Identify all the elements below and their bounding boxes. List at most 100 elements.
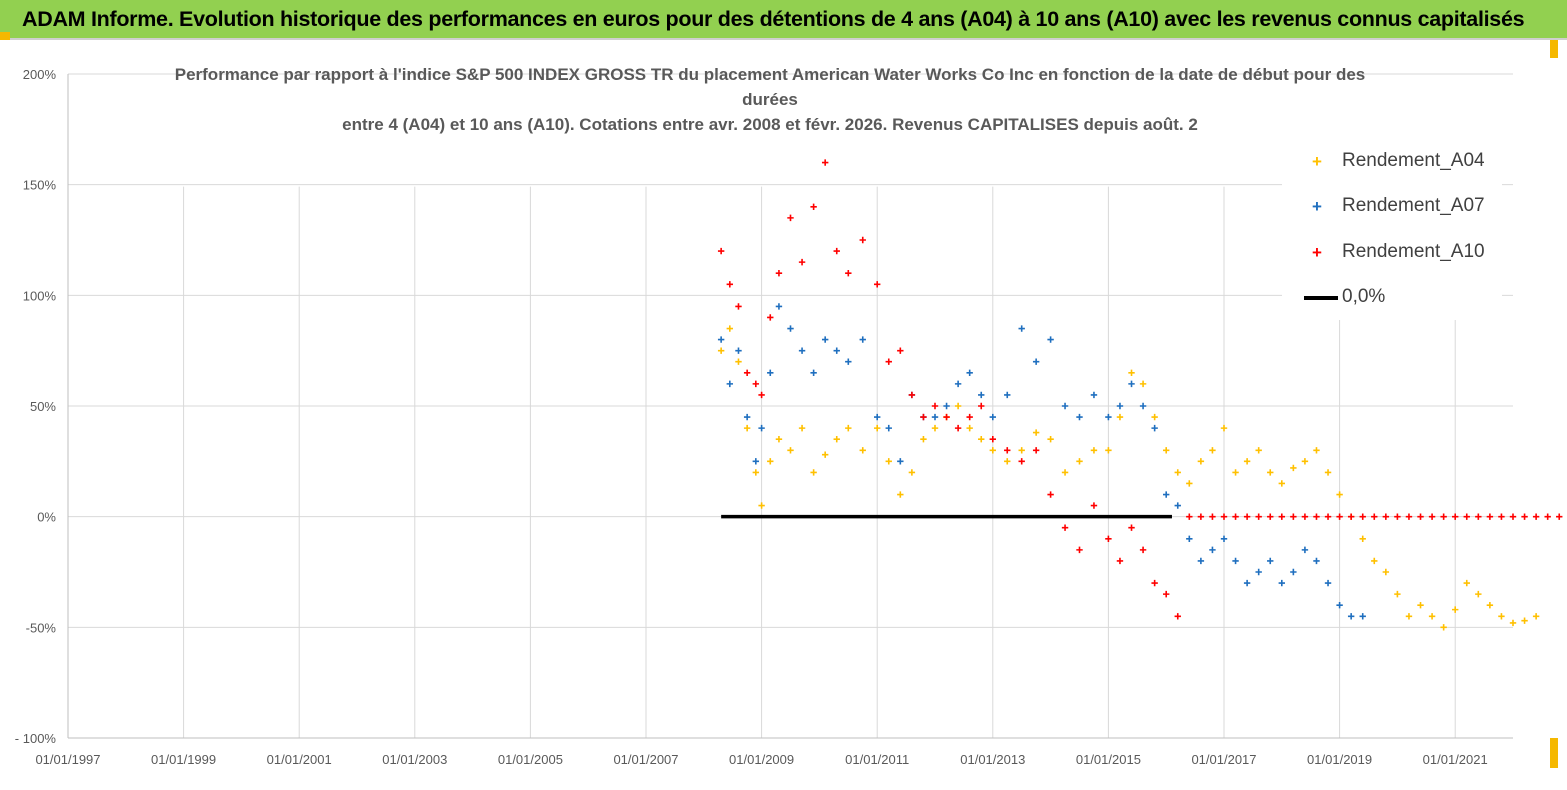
data-point [845,270,852,277]
data-point [989,436,996,443]
data-point [1428,513,1436,520]
data-point [1394,513,1401,520]
data-point [954,380,962,388]
data-point [821,159,829,166]
chart-title-line: durées [742,90,798,109]
data-point [775,270,783,277]
data-point [1232,557,1239,565]
data-point [1267,469,1274,476]
data-point [1463,579,1470,587]
legend-label: Rendement_A04 [1342,150,1485,171]
data-point [897,458,904,465]
data-point [1486,513,1494,520]
data-point [1076,546,1083,554]
data-point [1076,413,1083,421]
data-point [787,214,794,222]
data-point [758,424,765,432]
data-point [1209,546,1216,554]
data-point [1498,513,1505,520]
data-point [775,303,783,310]
data-point [920,436,927,443]
data-point [978,436,985,443]
data-point [1440,513,1447,520]
data-point [1197,458,1205,465]
data-point [954,424,962,432]
data-point [1313,557,1320,565]
data-point [1209,513,1216,520]
y-tick-label: - 100% [15,731,57,746]
x-tick-label: 01/01/2005 [498,752,563,767]
corner-mark-top-right [1550,40,1558,58]
plus-marker-icon: + [1312,152,1322,171]
data-point [859,236,866,244]
x-tick-label: 01/01/2015 [1076,752,1141,767]
data-point [717,247,725,255]
data-point [1151,424,1158,432]
data-point [1061,524,1069,531]
chart-area: 200% 150% 100% 50% 0% -50% - 100% 01/01/1997 01/… [0,42,1567,790]
data-point [1359,613,1366,620]
chart-title: Performance par rapport à l'indice S&P 5… [140,62,1400,137]
chart-legend: + Rendement_A04 + Rendement_A07 + Rendem… [1282,142,1502,320]
x-tick-label: 01/01/2021 [1423,752,1488,767]
legend-label: Rendement_A07 [1342,195,1485,216]
x-tick-label: 01/01/2019 [1307,752,1372,767]
data-point [1197,557,1205,565]
data-point [874,413,881,421]
data-point [954,402,962,410]
data-point [1463,513,1470,520]
data-point [717,347,725,354]
y-tick-label: 200% [23,67,57,82]
data-point [1018,458,1025,465]
data-point [1174,613,1181,620]
data-point [1359,513,1366,520]
data-point [1139,546,1147,554]
data-point [1267,513,1274,520]
data-point [908,391,916,399]
data-point [966,369,973,376]
data-point [726,325,734,332]
data-point [1336,513,1343,520]
data-point [1290,513,1297,520]
data-point [897,491,904,498]
data-point [1509,619,1517,627]
data-point [1486,602,1494,609]
data-point [1186,480,1193,487]
data-point [833,436,840,443]
line-marker-icon [1304,296,1338,300]
data-point [1417,602,1424,609]
x-tick-label: 01/01/2003 [382,752,447,767]
data-point [1336,602,1343,609]
data-point [1428,613,1436,620]
data-point [787,325,794,332]
data-point [1105,447,1112,454]
data-point [1243,513,1251,520]
data-point [859,447,866,454]
data-point [978,391,985,399]
data-point [931,402,939,410]
corner-mark-bottom-right [1550,738,1558,768]
data-point [743,424,751,432]
header-banner: ADAM Informe. Evolution historique des p… [0,0,1567,40]
data-point [908,469,916,476]
data-point [726,281,734,288]
data-point [1521,617,1528,624]
data-point [1105,413,1112,421]
chart-title-line: entre 4 (A04) et 10 ans (A10). Cotations… [342,115,1198,134]
data-point [1116,557,1124,565]
data-point [931,424,939,432]
data-point [845,424,852,432]
x-tick-label: 01/01/1997 [35,752,100,767]
data-point [1290,568,1297,576]
data-point [1151,413,1158,421]
data-point [743,413,751,421]
data-point [743,369,751,376]
data-point [885,358,892,365]
data-point [1336,491,1343,498]
data-point [1032,429,1040,436]
legend-label: 0,0% [1342,286,1386,307]
data-point [1405,613,1413,620]
data-point [989,413,996,421]
plus-marker-icon: + [1312,243,1322,262]
data-point [1347,513,1355,520]
